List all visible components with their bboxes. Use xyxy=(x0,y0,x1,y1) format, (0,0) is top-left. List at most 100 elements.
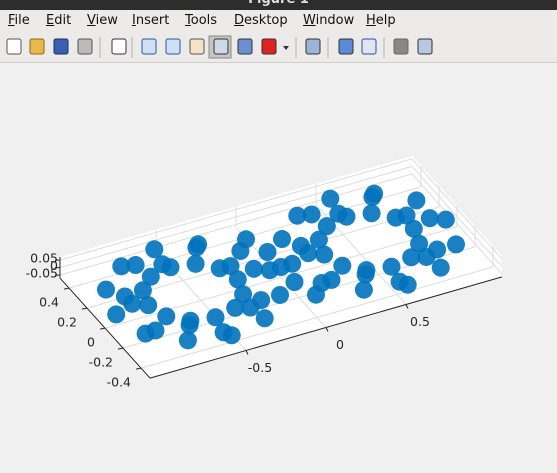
y-tick-label: -0.4 xyxy=(107,375,131,390)
point xyxy=(307,285,325,304)
menu-item[interactable]: Desktop xyxy=(234,13,288,28)
grid-line xyxy=(411,173,503,275)
window-title: Figure 1 xyxy=(0,0,557,7)
y-tick-label: 0.2 xyxy=(57,315,77,330)
point xyxy=(362,204,381,223)
toolbar-button[interactable] xyxy=(237,38,253,55)
x-tick xyxy=(405,304,409,309)
point xyxy=(420,209,439,228)
toolbar-button[interactable] xyxy=(141,38,157,55)
point xyxy=(272,258,290,276)
point xyxy=(410,234,429,253)
grid-line xyxy=(140,266,494,369)
z-tick-label: 0 xyxy=(50,258,58,273)
y-tick-label: 0 xyxy=(87,335,95,350)
point xyxy=(402,248,421,267)
point xyxy=(139,296,158,315)
point xyxy=(315,245,334,264)
menu-item[interactable]: Tools xyxy=(185,13,218,28)
toolbar-button[interactable] xyxy=(53,38,69,55)
point xyxy=(258,243,277,261)
y-tick xyxy=(63,287,70,290)
toolbar-button[interactable] xyxy=(338,38,354,55)
point xyxy=(112,257,131,276)
y-tick xyxy=(99,327,106,330)
toolbar-button[interactable] xyxy=(213,38,229,55)
point xyxy=(178,331,197,350)
point xyxy=(206,308,225,327)
point xyxy=(321,189,340,208)
point xyxy=(329,204,348,223)
toolbar-button[interactable] xyxy=(6,38,22,55)
grid-line xyxy=(59,158,413,261)
title-bar: Figure 1 xyxy=(0,0,557,10)
point xyxy=(288,206,307,225)
point xyxy=(133,281,152,300)
menu-item[interactable]: View xyxy=(87,13,118,28)
point xyxy=(309,230,328,249)
menu-item[interactable]: File xyxy=(8,13,30,28)
point xyxy=(285,273,304,291)
toolbar-button[interactable] xyxy=(165,38,181,55)
x-tick-label: 0 xyxy=(336,337,344,352)
point xyxy=(157,307,176,326)
point xyxy=(397,206,416,225)
toolbar-button[interactable] xyxy=(361,38,377,55)
x-tick-label: -0.5 xyxy=(248,360,272,375)
x-tick-label: 0.5 xyxy=(410,314,430,329)
menu-bar: File Edit View Insert Tools Desktop Window Help xyxy=(0,10,557,32)
point xyxy=(436,210,455,229)
point xyxy=(237,230,255,249)
menu-item[interactable]: Insert xyxy=(132,13,170,28)
point xyxy=(234,285,253,304)
y-tick xyxy=(117,347,124,350)
point xyxy=(273,230,291,249)
point xyxy=(365,184,384,203)
menu-item[interactable]: Edit xyxy=(46,13,72,28)
toolbar-button[interactable] xyxy=(189,38,205,55)
point xyxy=(356,265,375,284)
point xyxy=(222,326,241,345)
point xyxy=(189,235,208,254)
point xyxy=(407,191,426,210)
point xyxy=(123,294,142,313)
menu-item[interactable]: Help xyxy=(366,13,396,28)
point xyxy=(228,270,247,289)
grid-line xyxy=(411,158,503,260)
point xyxy=(126,256,145,275)
toolbar xyxy=(0,32,557,63)
toolbar-button[interactable] xyxy=(111,38,127,55)
y-tick xyxy=(81,307,88,310)
point xyxy=(97,280,115,299)
x-tick xyxy=(245,350,249,355)
point xyxy=(302,205,321,224)
point xyxy=(447,235,465,254)
point xyxy=(431,258,450,277)
toolbar-button[interactable] xyxy=(77,38,93,55)
toolbar-button[interactable] xyxy=(305,38,321,55)
toolbar-button[interactable] xyxy=(29,38,45,55)
point xyxy=(317,217,336,236)
z-tick-label: 0.05 xyxy=(30,251,58,266)
menu-item[interactable]: Window xyxy=(303,13,355,28)
point xyxy=(107,305,126,324)
point xyxy=(226,298,245,317)
point xyxy=(186,254,205,273)
point xyxy=(398,275,417,294)
point xyxy=(255,309,274,328)
point xyxy=(221,257,240,276)
point xyxy=(153,255,172,274)
grid-line xyxy=(59,165,413,269)
point xyxy=(299,244,318,263)
point xyxy=(141,267,160,286)
point xyxy=(180,316,199,335)
toolbar-button[interactable] xyxy=(417,38,433,55)
point xyxy=(145,240,164,259)
y-tick-label: 0.4 xyxy=(39,295,59,310)
y-tick-label: -0.2 xyxy=(89,355,113,370)
toolbar-button[interactable] xyxy=(261,38,277,55)
toolbar-button[interactable] xyxy=(393,38,409,55)
grid-line xyxy=(411,166,503,267)
